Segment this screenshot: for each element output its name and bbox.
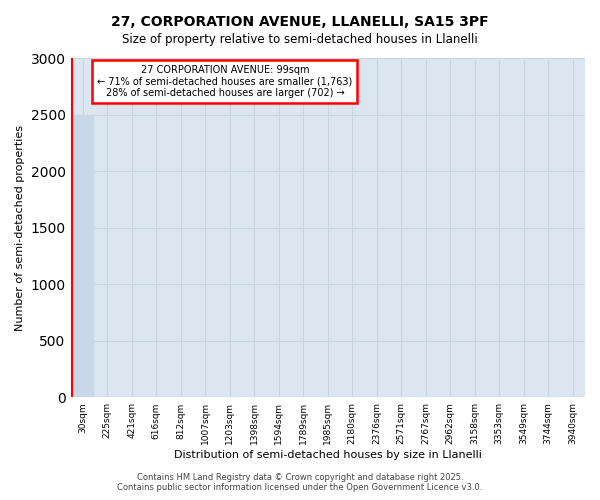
Text: Contains HM Land Registry data © Crown copyright and database right 2025.
Contai: Contains HM Land Registry data © Crown c… bbox=[118, 473, 482, 492]
X-axis label: Distribution of semi-detached houses by size in Llanelli: Distribution of semi-detached houses by … bbox=[174, 450, 482, 460]
Bar bbox=[73, 114, 93, 398]
Y-axis label: Number of semi-detached properties: Number of semi-detached properties bbox=[15, 124, 25, 330]
Text: 27 CORPORATION AVENUE: 99sqm
← 71% of semi-detached houses are smaller (1,763)
2: 27 CORPORATION AVENUE: 99sqm ← 71% of se… bbox=[97, 65, 353, 98]
Text: Size of property relative to semi-detached houses in Llanelli: Size of property relative to semi-detach… bbox=[122, 32, 478, 46]
Text: 27, CORPORATION AVENUE, LLANELLI, SA15 3PF: 27, CORPORATION AVENUE, LLANELLI, SA15 3… bbox=[111, 15, 489, 29]
